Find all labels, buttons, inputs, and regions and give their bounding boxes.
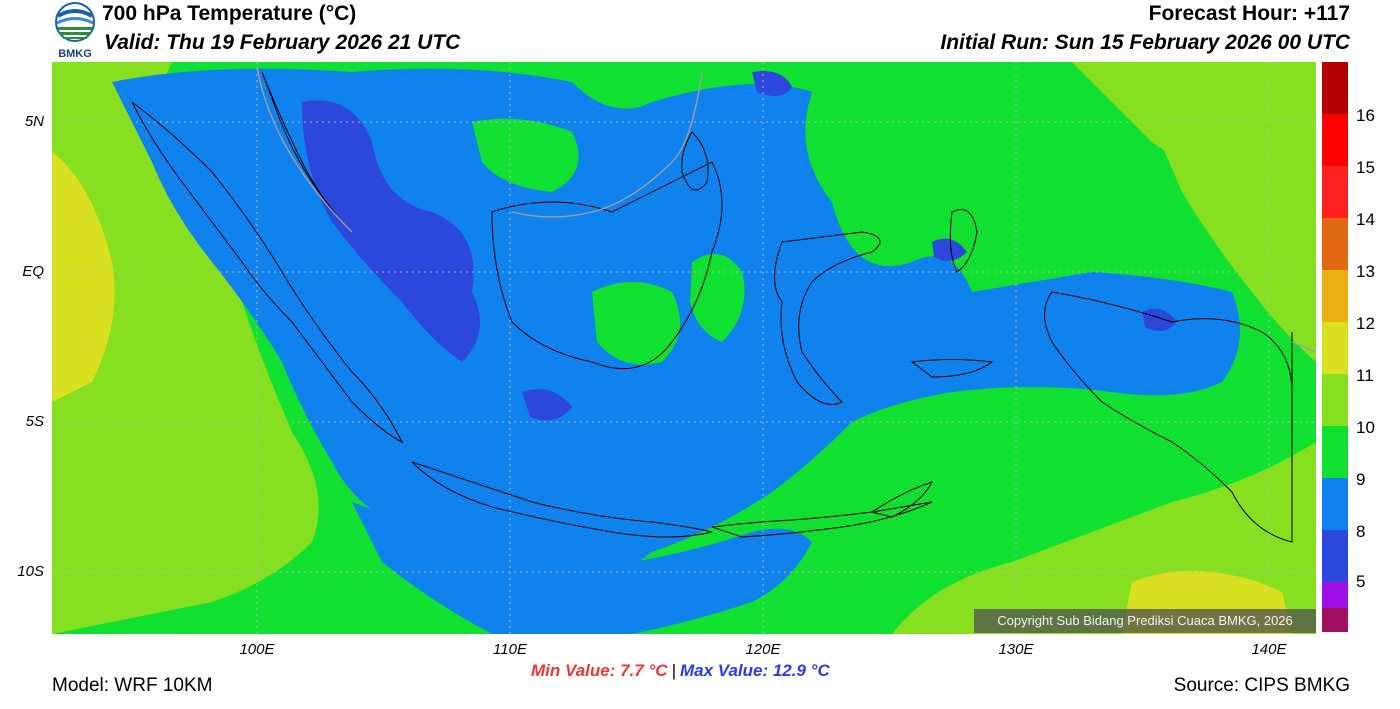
source-label: Source: CIPS BMKG: [1173, 675, 1350, 696]
colorbar-label-16: 16: [1356, 106, 1375, 125]
valid-time: Valid: Thu 19 February 2026 21 UTC: [104, 31, 461, 54]
colorbar-label-9: 9: [1356, 470, 1366, 489]
colorbar-label-14: 14: [1356, 210, 1375, 229]
min-max-values: Min Value: 7.7 °C | Max Value: 12.9 °C: [531, 661, 830, 681]
min-value: Min Value: 7.7 °C: [531, 661, 668, 680]
max-value: Max Value: 12.9 °C: [679, 661, 830, 680]
borneo-coast: [491, 161, 723, 370]
copyright-notice: Copyright Sub Bidang Prediksi Cuaca BMKG…: [974, 609, 1316, 633]
java-coast: [411, 461, 713, 538]
model-label: Model: WRF 10KM: [52, 675, 213, 696]
halmahera-coast: [949, 209, 978, 273]
colorbar-label-8: 8: [1356, 522, 1366, 541]
timor-coast: [870, 481, 933, 518]
lon-label-130e: 130E: [998, 641, 1034, 658]
nusa-tenggara-coast: [711, 501, 933, 538]
colorbar-label-12: 12: [1356, 314, 1375, 333]
papua-coast: [1044, 291, 1293, 543]
bmkg-logo: BMKG: [55, 2, 95, 60]
svg-text:BMKG: BMKG: [58, 48, 92, 60]
forecast-hour: Forecast Hour: +117: [1148, 2, 1350, 25]
philippines-coast: [681, 131, 709, 191]
sumatra-coast: [131, 101, 404, 444]
lon-label-110e: 110E: [493, 641, 527, 658]
colorbar-label-5: 5: [1356, 572, 1366, 591]
initial-run: Initial Run: Sun 15 February 2026 00 UTC: [940, 31, 1350, 54]
temperature-colorbar: [1322, 62, 1348, 632]
lon-label-120e: 120E: [745, 641, 781, 658]
lon-label-100e: 100E: [239, 641, 275, 658]
lat-label-5s: 5S: [25, 413, 44, 430]
lon-label-140e: 140E: [1251, 641, 1287, 658]
colorbar-label-15: 15: [1356, 158, 1375, 177]
colorbar-label-11: 11: [1356, 366, 1374, 385]
value-separator: |: [671, 661, 676, 680]
lat-label-eq: EQ: [22, 263, 44, 280]
colorbar-label-10: 10: [1356, 418, 1375, 437]
lat-label-10s: 10S: [17, 563, 44, 580]
seram-coast: [910, 359, 994, 378]
sulawesi-coast: [774, 231, 881, 405]
colorbar-label-13: 13: [1356, 262, 1375, 281]
lat-label-5n: 5N: [24, 113, 44, 130]
temperature-map: [52, 62, 1316, 634]
chart-title: 700 hPa Temperature (°C): [102, 2, 357, 25]
